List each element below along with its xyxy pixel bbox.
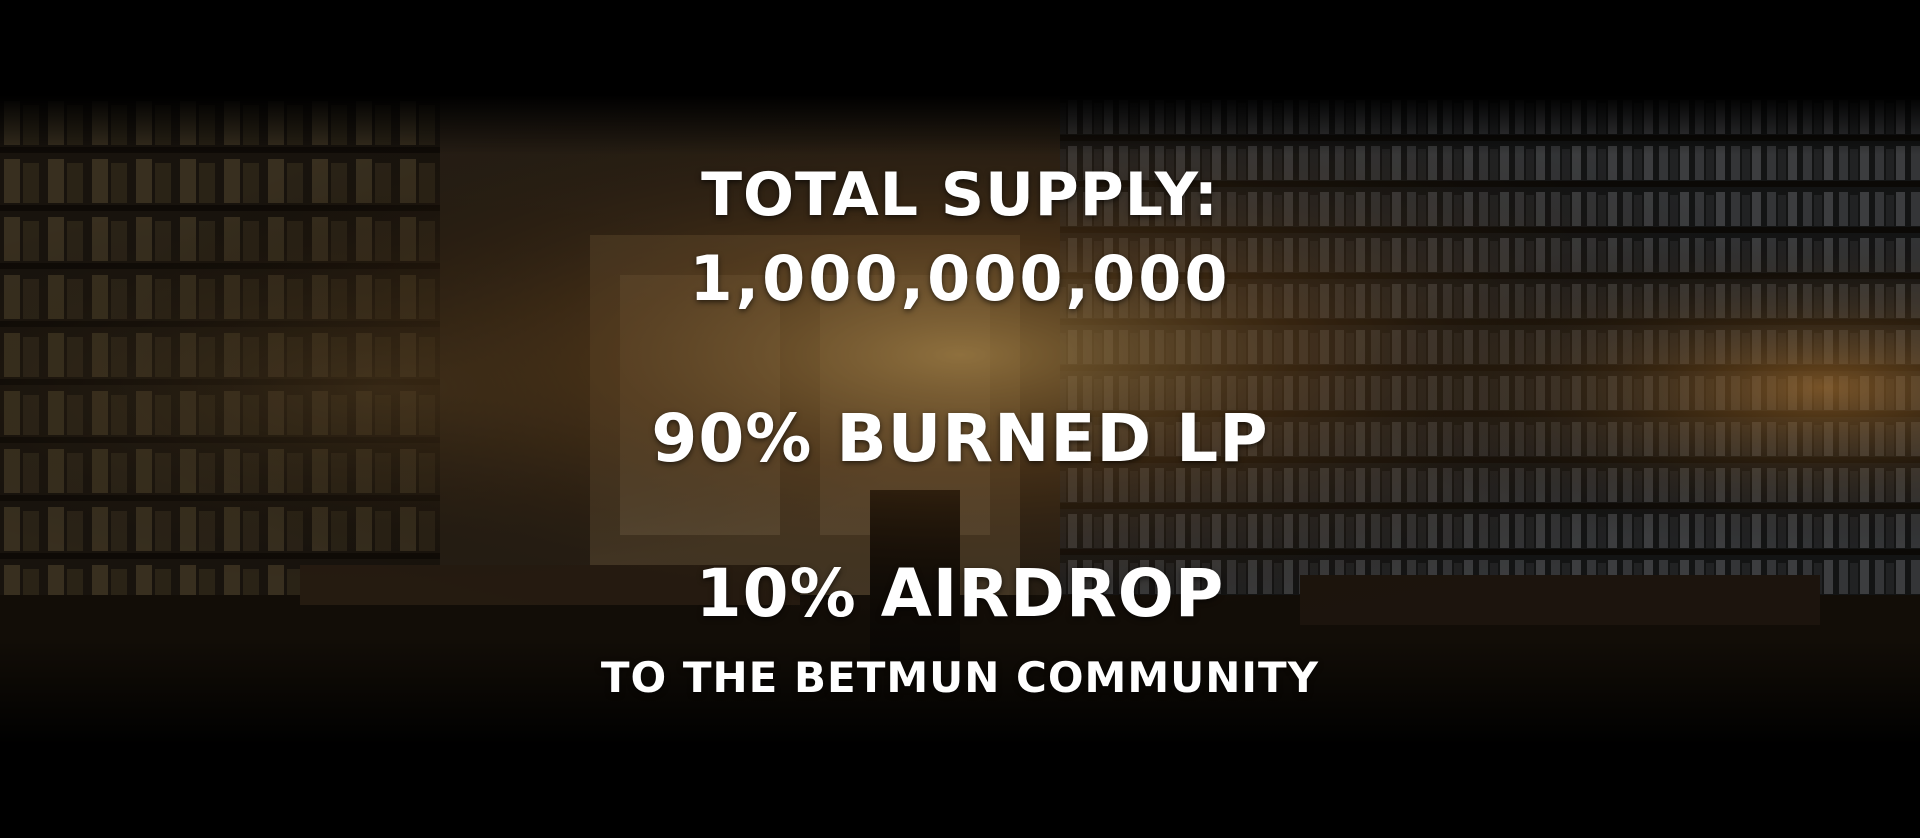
burned-lp-text: 90% BURNED LP xyxy=(651,400,1269,477)
community-text: TO THE BETMUN COMMUNITY xyxy=(600,653,1320,702)
airdrop-text: 10% AIRDROP xyxy=(695,555,1225,632)
total-supply-value: 1,000,000,000 xyxy=(689,242,1231,315)
total-supply-label: TOTAL SUPPLY: xyxy=(701,160,1219,230)
